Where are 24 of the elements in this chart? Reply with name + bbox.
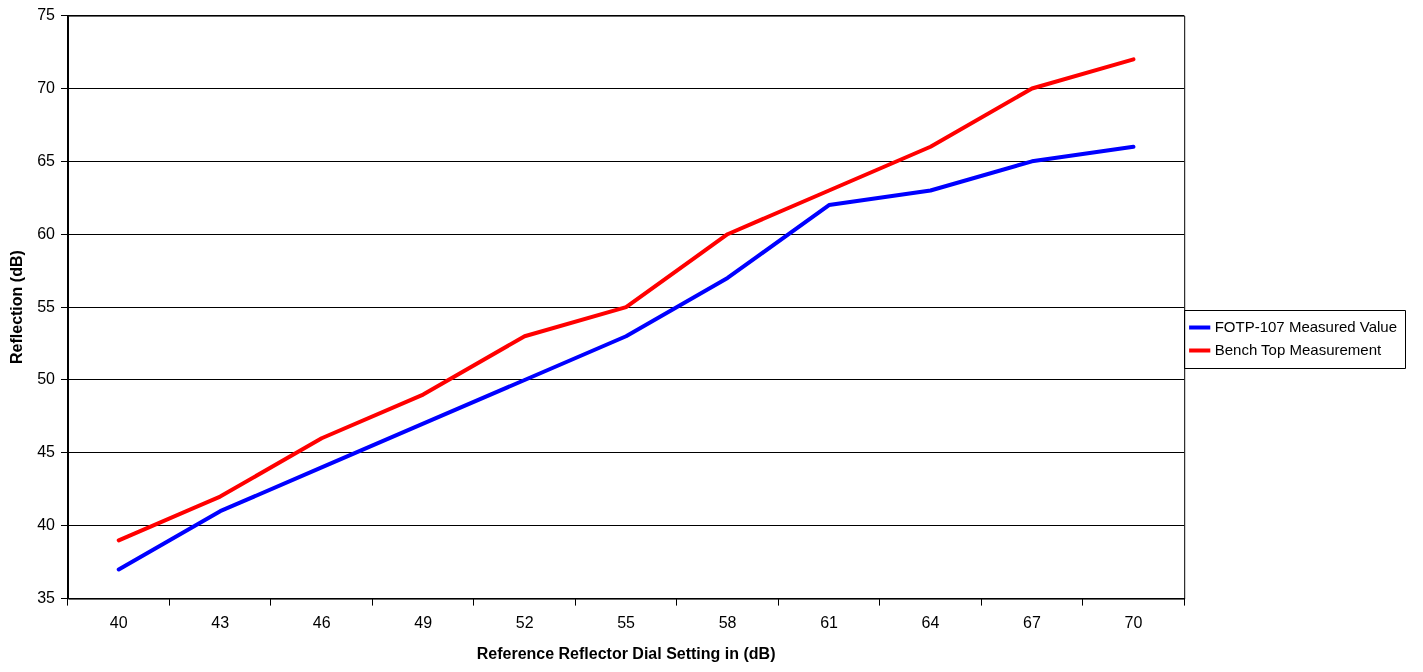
y-tick-label: 55 bbox=[37, 297, 56, 315]
y-axis-title: Reflection (dB) bbox=[8, 250, 26, 364]
y-tick-label: 45 bbox=[37, 443, 56, 461]
y-tick-label: 35 bbox=[37, 589, 56, 607]
legend-label: Bench Top Measurement bbox=[1214, 340, 1383, 358]
x-tick-label: 46 bbox=[312, 613, 331, 631]
x-axis-title: Reference Reflector Dial Setting in (dB) bbox=[476, 644, 776, 662]
x-tick-label: 55 bbox=[617, 613, 636, 631]
y-tick-label: 70 bbox=[37, 78, 56, 96]
x-tick-label: 40 bbox=[109, 613, 128, 631]
y-tick-label: 75 bbox=[37, 6, 56, 24]
x-tick-label: 58 bbox=[718, 613, 737, 631]
x-tick-label: 52 bbox=[515, 613, 534, 631]
x-tick-label: 61 bbox=[820, 613, 839, 631]
legend-label: FOTP-107 Measured Value bbox=[1214, 317, 1398, 335]
x-tick-label: 67 bbox=[1023, 613, 1041, 631]
x-tick-label: 70 bbox=[1124, 613, 1143, 631]
x-tick-label: 64 bbox=[921, 613, 940, 631]
y-tick-label: 60 bbox=[37, 224, 56, 242]
y-tick-label: 50 bbox=[37, 370, 56, 388]
x-tick-label: 49 bbox=[414, 613, 433, 631]
y-tick-label: 65 bbox=[37, 151, 56, 169]
y-tick-label: 40 bbox=[37, 516, 56, 534]
x-tick-label: 43 bbox=[211, 613, 230, 631]
